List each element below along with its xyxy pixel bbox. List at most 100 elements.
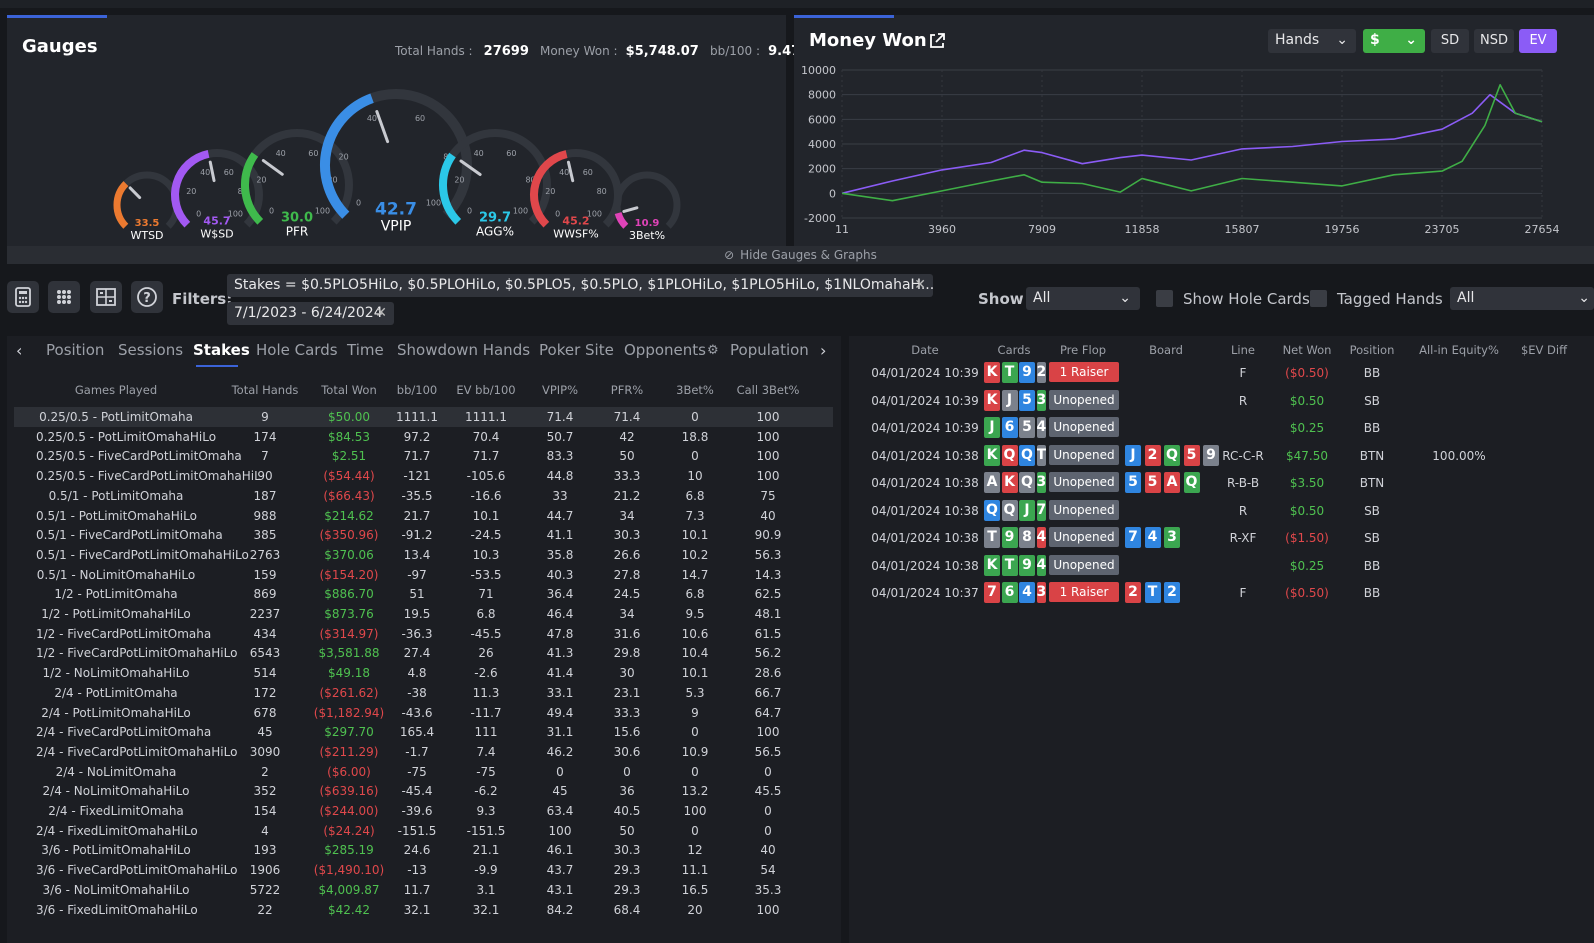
external-link-icon[interactable] [928,32,946,50]
hand-row[interactable]: 04/01/2024 10:39 K T 9 2 1 Raiser F ($0.50) BB [849,359,1594,386]
hands-column-header[interactable]: All-in Equity% [1419,343,1499,357]
table-cell: 29.3 [613,882,641,897]
table-cell: ($1,490.10) [313,863,385,878]
tab-showdown-hands[interactable]: Showdown Hands [397,341,531,359]
table-row[interactable]: 3/6 - NoLimitOmahaHiLo 5722 $4,009.87 11.7 3… [14,880,833,900]
grid-icon[interactable] [48,281,80,313]
tab-sessions[interactable]: Sessions [118,341,184,359]
stakes-column-header[interactable]: PFR% [610,383,644,397]
hands-column-header[interactable]: Pre Flop [1059,343,1107,357]
table-row[interactable]: 3/6 - FiveCardPotLimitOmahaHiLo 1906 ($1,4… [14,860,833,880]
close-icon[interactable]: ✕ [914,277,926,293]
tab-time[interactable]: Time [347,341,384,359]
table-row[interactable]: 2/4 - FiveCardPotLimitOmahaHiLo 3090 ($211… [14,742,833,762]
close-icon[interactable]: ✕ [375,305,387,321]
table-row[interactable]: 0.5/1 - FiveCardPotLimitOmahaHiLo 2763 $37… [14,545,833,565]
table-row[interactable]: 2/4 - FixedLimitOmahaHiLo 4 ($24.24) -151.5… [14,821,833,841]
table-row[interactable]: 0.25/0.5 - PotLimitOmahaHiLo 174 $84.53 97.… [14,427,833,447]
hands-select[interactable]: Hands ⌄ [1268,29,1356,53]
hide-gauges-bar[interactable]: ⊘ Hide Gauges & Graphs [7,246,1594,264]
stakes-column-header[interactable]: Total Hands [231,383,299,397]
sd-button[interactable]: SD [1431,29,1469,53]
chevron-left-icon[interactable]: ‹ [16,341,23,360]
table-row[interactable]: 2/4 - NoLimitOmahaHiLo 352 ($639.16) -45.4 -… [14,781,833,801]
gauge-tick-label: 80 [327,175,337,184]
stakes-column-header[interactable]: Games Played [74,383,158,397]
table-row[interactable]: 0.25/0.5 - FiveCardPotLimitOmaha 7 $2.51 71… [14,446,833,466]
show-hole-cards-checkbox[interactable] [1156,290,1173,307]
stakes-column-header[interactable]: bb/100 [396,383,438,397]
hand-position: BB [1363,421,1381,435]
tab-poker-site[interactable]: Poker Site [539,341,614,359]
table-row[interactable]: 1/2 - FiveCardPotLimitOmaha 434 ($314.97) -… [14,624,833,644]
tab-stakes[interactable]: Stakes [193,341,250,359]
hands-column-header[interactable]: Net Won [1282,343,1332,357]
table-cell: 45 [552,784,568,799]
hands-column-header[interactable]: Date [911,343,939,357]
layout-icon[interactable] [90,281,122,313]
filter-chip-date[interactable]: 7/1/2023 - 6/24/2024 ✕ [227,302,394,325]
table-cell: 3/6 - FixedLimitOmahaHiLo [36,902,198,917]
table-cell: 32.1 [403,902,431,917]
hands-panel [849,336,1594,943]
stakes-column-header[interactable]: Call 3Bet% [736,383,800,397]
stakes-column-header[interactable]: Total Won [321,383,377,397]
hands-column-header[interactable]: $EV Diff [1520,343,1568,357]
hands-column-header[interactable]: Cards [997,343,1031,357]
hands-column-header[interactable]: Board [1149,343,1183,357]
hand-row[interactable]: 04/01/2024 10:38 Q Q J 7 Unopened R $0.50 SB [849,497,1594,524]
hand-row[interactable]: 04/01/2024 10:38 T 9 8 4 Unopened 7 4 3 R-XF ($1.5… [849,524,1594,551]
help-icon[interactable]: ? [131,281,163,313]
table-row[interactable]: 2/4 - NoLimitOmaha 2 ($6.00) -75 -75 0 0 0 0 [14,762,833,782]
filter-chip-stakes[interactable]: Stakes = $0.5PLO5HiLo, $0.5PLOHiLo, $0.5… [227,274,934,297]
show-select[interactable]: All ⌄ [1026,287,1140,310]
table-row[interactable]: 0.5/1 - FiveCardPotLimitOmaha 385 ($350.96… [14,525,833,545]
chevron-right-icon[interactable]: › [820,341,827,360]
table-row[interactable]: 1/2 - PotLimitOmaha 869 $886.70 51 71 36.4 24.… [14,584,833,604]
hand-row[interactable]: 04/01/2024 10:38 A K Q 3 Unopened 5 5 A Q R-B-B $3.… [849,469,1594,496]
tab-opponents[interactable]: Opponents [624,341,706,359]
tagged-hands-select[interactable]: All ⌄ [1450,287,1594,310]
table-row[interactable]: 2/4 - PotLimitOmaha 172 ($261.62) -38 11.3 33… [14,683,833,703]
tab-position[interactable]: Position [46,341,105,359]
table-row[interactable]: 2/4 - FiveCardPotLimitOmaha 45 $297.70 165.… [14,722,833,742]
hand-row[interactable]: 04/01/2024 10:38 K T 9 4 Unopened $0.25 BB [849,552,1594,579]
hand-row[interactable]: 04/01/2024 10:39 K J 5 3 Unopened R $0.50 SB [849,387,1594,414]
tab-population[interactable]: Population [730,341,809,359]
tagged-hands-checkbox[interactable] [1310,290,1327,307]
table-row[interactable]: 3/6 - FixedLimitOmahaHiLo 22 $42.42 32.1 32.… [14,900,833,920]
table-row[interactable]: 0.5/1 - NoLimitOmahaHiLo 159 ($154.20) -97 -… [14,565,833,585]
hand-row[interactable]: 04/01/2024 10:39 J 6 5 4 Unopened $0.25 BB [849,414,1594,441]
hands-column-header[interactable]: Position [1349,343,1395,357]
hole-card: K [984,362,1000,383]
hand-row[interactable]: 04/01/2024 10:37 7 6 4 3 1 Raiser 2 T 2 F ($0.50) B… [849,579,1594,606]
hand-row[interactable]: 04/01/2024 10:38 K Q Q T Unopened J 2 Q 5 9 RC-C-R $… [849,442,1594,469]
table-row[interactable]: 1/2 - NoLimitOmahaHiLo 514 $49.18 4.8 -2.6 41… [14,663,833,683]
table-row[interactable]: 2/4 - FixedLimitOmaha 154 ($244.00) -39.6 9.… [14,801,833,821]
nsd-button[interactable]: NSD [1474,29,1514,53]
gauge-label: PFR [286,224,308,238]
table-row[interactable]: 0.25/0.5 - FiveCardPotLimitOmahaHiL 90 ($5… [14,466,833,486]
tab-hole-cards[interactable]: Hole Cards [256,341,338,359]
hands-column-header[interactable]: Line [1231,343,1255,357]
stakes-column-header[interactable]: 3Bet% [676,383,714,397]
ev-button[interactable]: EV [1519,29,1557,53]
table-row[interactable]: 1/2 - FiveCardPotLimitOmahaHiLo 6543 $3,58… [14,643,833,663]
stakes-column-header[interactable]: VPIP% [541,383,579,397]
stakes-column-header[interactable]: EV bb/100 [456,383,516,397]
table-row[interactable]: 2/4 - PotLimitOmahaHiLo 678 ($1,182.94) -43… [14,703,833,723]
gear-icon[interactable]: ⚙ [707,343,719,358]
table-row[interactable]: 1/2 - PotLimitOmahaHiLo 2237 $873.76 19.5 6.… [14,604,833,624]
gauge-fill [113,181,129,229]
table-cell: 0 [764,804,772,818]
currency-select[interactable]: $ ⌄ [1363,29,1425,53]
table-row[interactable]: 3/6 - PotLimitOmahaHiLo 193 $285.19 24.6 21.… [14,840,833,860]
table-row[interactable]: 0.5/1 - PotLimitOmahaHiLo 988 $214.62 21.7 1… [14,506,833,526]
hole-card: 4 [1036,417,1046,438]
hole-card: Q [1001,499,1018,521]
table-row[interactable]: 0.5/1 - PotLimitOmaha 187 ($66.43) -35.5 -16… [14,486,833,506]
calculator-icon[interactable] [7,281,39,313]
table-cell: ($261.62) [319,685,379,700]
table-row[interactable]: 0.25/0.5 - PotLimitOmaha 9 $50.00 1111.1 111… [14,407,833,427]
y-tick-label: 0 [829,187,836,200]
